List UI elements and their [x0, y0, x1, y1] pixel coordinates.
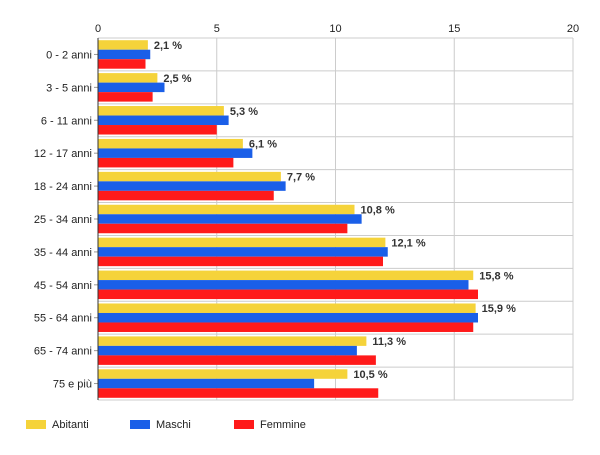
bar-femmine: [98, 355, 376, 365]
legend-label: Maschi: [156, 419, 191, 431]
category-label: 75 e più: [53, 379, 92, 391]
bar-femmine: [98, 59, 146, 69]
bar-abitanti: [98, 303, 476, 313]
legend-swatch: [130, 420, 150, 429]
data-label: 12,1 %: [391, 237, 425, 249]
data-label: 10,5 %: [353, 369, 387, 381]
data-label: 15,9 %: [482, 303, 516, 315]
category-label: 55 - 64 anni: [34, 313, 92, 325]
data-labels: 2,1 % 2,5 % 5,3 % 6,1 % 7,7 % 10,8 % 12,1 % 15,…: [154, 40, 516, 381]
bar-maschi: [98, 345, 357, 356]
bar-abitanti: [98, 336, 367, 346]
category-label: 3 - 5 anni: [46, 82, 92, 94]
data-label: 11,3 %: [372, 336, 406, 348]
x-tick-label: 20: [567, 23, 579, 35]
category-label: 0 - 2 anni: [46, 49, 92, 61]
bars: [98, 40, 478, 398]
bar-maschi: [98, 115, 229, 126]
bar-abitanti: [98, 270, 474, 281]
bar-abitanti: [98, 106, 224, 116]
bar-femmine: [98, 289, 478, 300]
bar-maschi: [98, 378, 315, 389]
bar-femmine: [98, 92, 153, 102]
axes: 0 5 10 15 20 0 - 2 anni 3 - 5 anni 6 - 11 anni 1…: [34, 23, 579, 400]
bar-maschi: [98, 49, 151, 60]
bar-maschi: [98, 312, 478, 323]
bar-femmine: [98, 157, 234, 168]
data-label: 2,1 %: [154, 40, 182, 52]
bar-femmine: [98, 256, 383, 267]
bar-femmine: [98, 125, 217, 135]
bar-femmine: [98, 190, 274, 201]
bar-femmine: [98, 322, 474, 332]
x-tick-label: 5: [214, 23, 220, 35]
category-label: 65 - 74 anni: [34, 346, 92, 358]
data-label: 15,8 %: [479, 270, 513, 282]
bar-abitanti: [98, 138, 243, 149]
bar-femmine: [98, 388, 379, 398]
data-label: 7,7 %: [287, 172, 315, 184]
data-label: 6,1 %: [249, 139, 277, 151]
bar-abitanti: [98, 73, 158, 83]
bar-abitanti: [98, 204, 355, 215]
legend-swatch: [26, 420, 46, 429]
bar-abitanti: [98, 369, 348, 379]
data-label: 2,5 %: [163, 73, 191, 85]
legend: Abitanti Maschi Femmine: [26, 419, 306, 431]
bar-abitanti: [98, 40, 148, 50]
bar-abitanti: [98, 237, 386, 248]
legend-label: Abitanti: [52, 419, 89, 431]
data-label: 5,3 %: [230, 106, 258, 118]
data-label: 10,8 %: [361, 205, 395, 217]
category-label: 6 - 11 anni: [41, 115, 92, 127]
x-tick-label: 10: [329, 23, 341, 35]
x-tick-label: 0: [95, 23, 101, 35]
legend-label: Femmine: [260, 419, 306, 431]
category-label: 25 - 34 anni: [34, 214, 92, 226]
bar-maschi: [98, 280, 469, 290]
bar-maschi: [98, 181, 286, 191]
bar-maschi: [98, 214, 362, 224]
x-tick-label: 15: [448, 23, 460, 35]
bar-maschi: [98, 82, 165, 93]
category-label: 18 - 24 anni: [34, 181, 92, 193]
legend-swatch: [234, 420, 254, 429]
bar-maschi: [98, 148, 253, 158]
category-label: 45 - 54 anni: [34, 280, 92, 292]
bar-abitanti: [98, 171, 281, 182]
grid: [97, 37, 574, 401]
bar-maschi: [98, 247, 388, 257]
category-label: 35 - 44 anni: [34, 247, 92, 259]
category-label: 12 - 17 anni: [34, 148, 92, 160]
bar-femmine: [98, 223, 348, 234]
